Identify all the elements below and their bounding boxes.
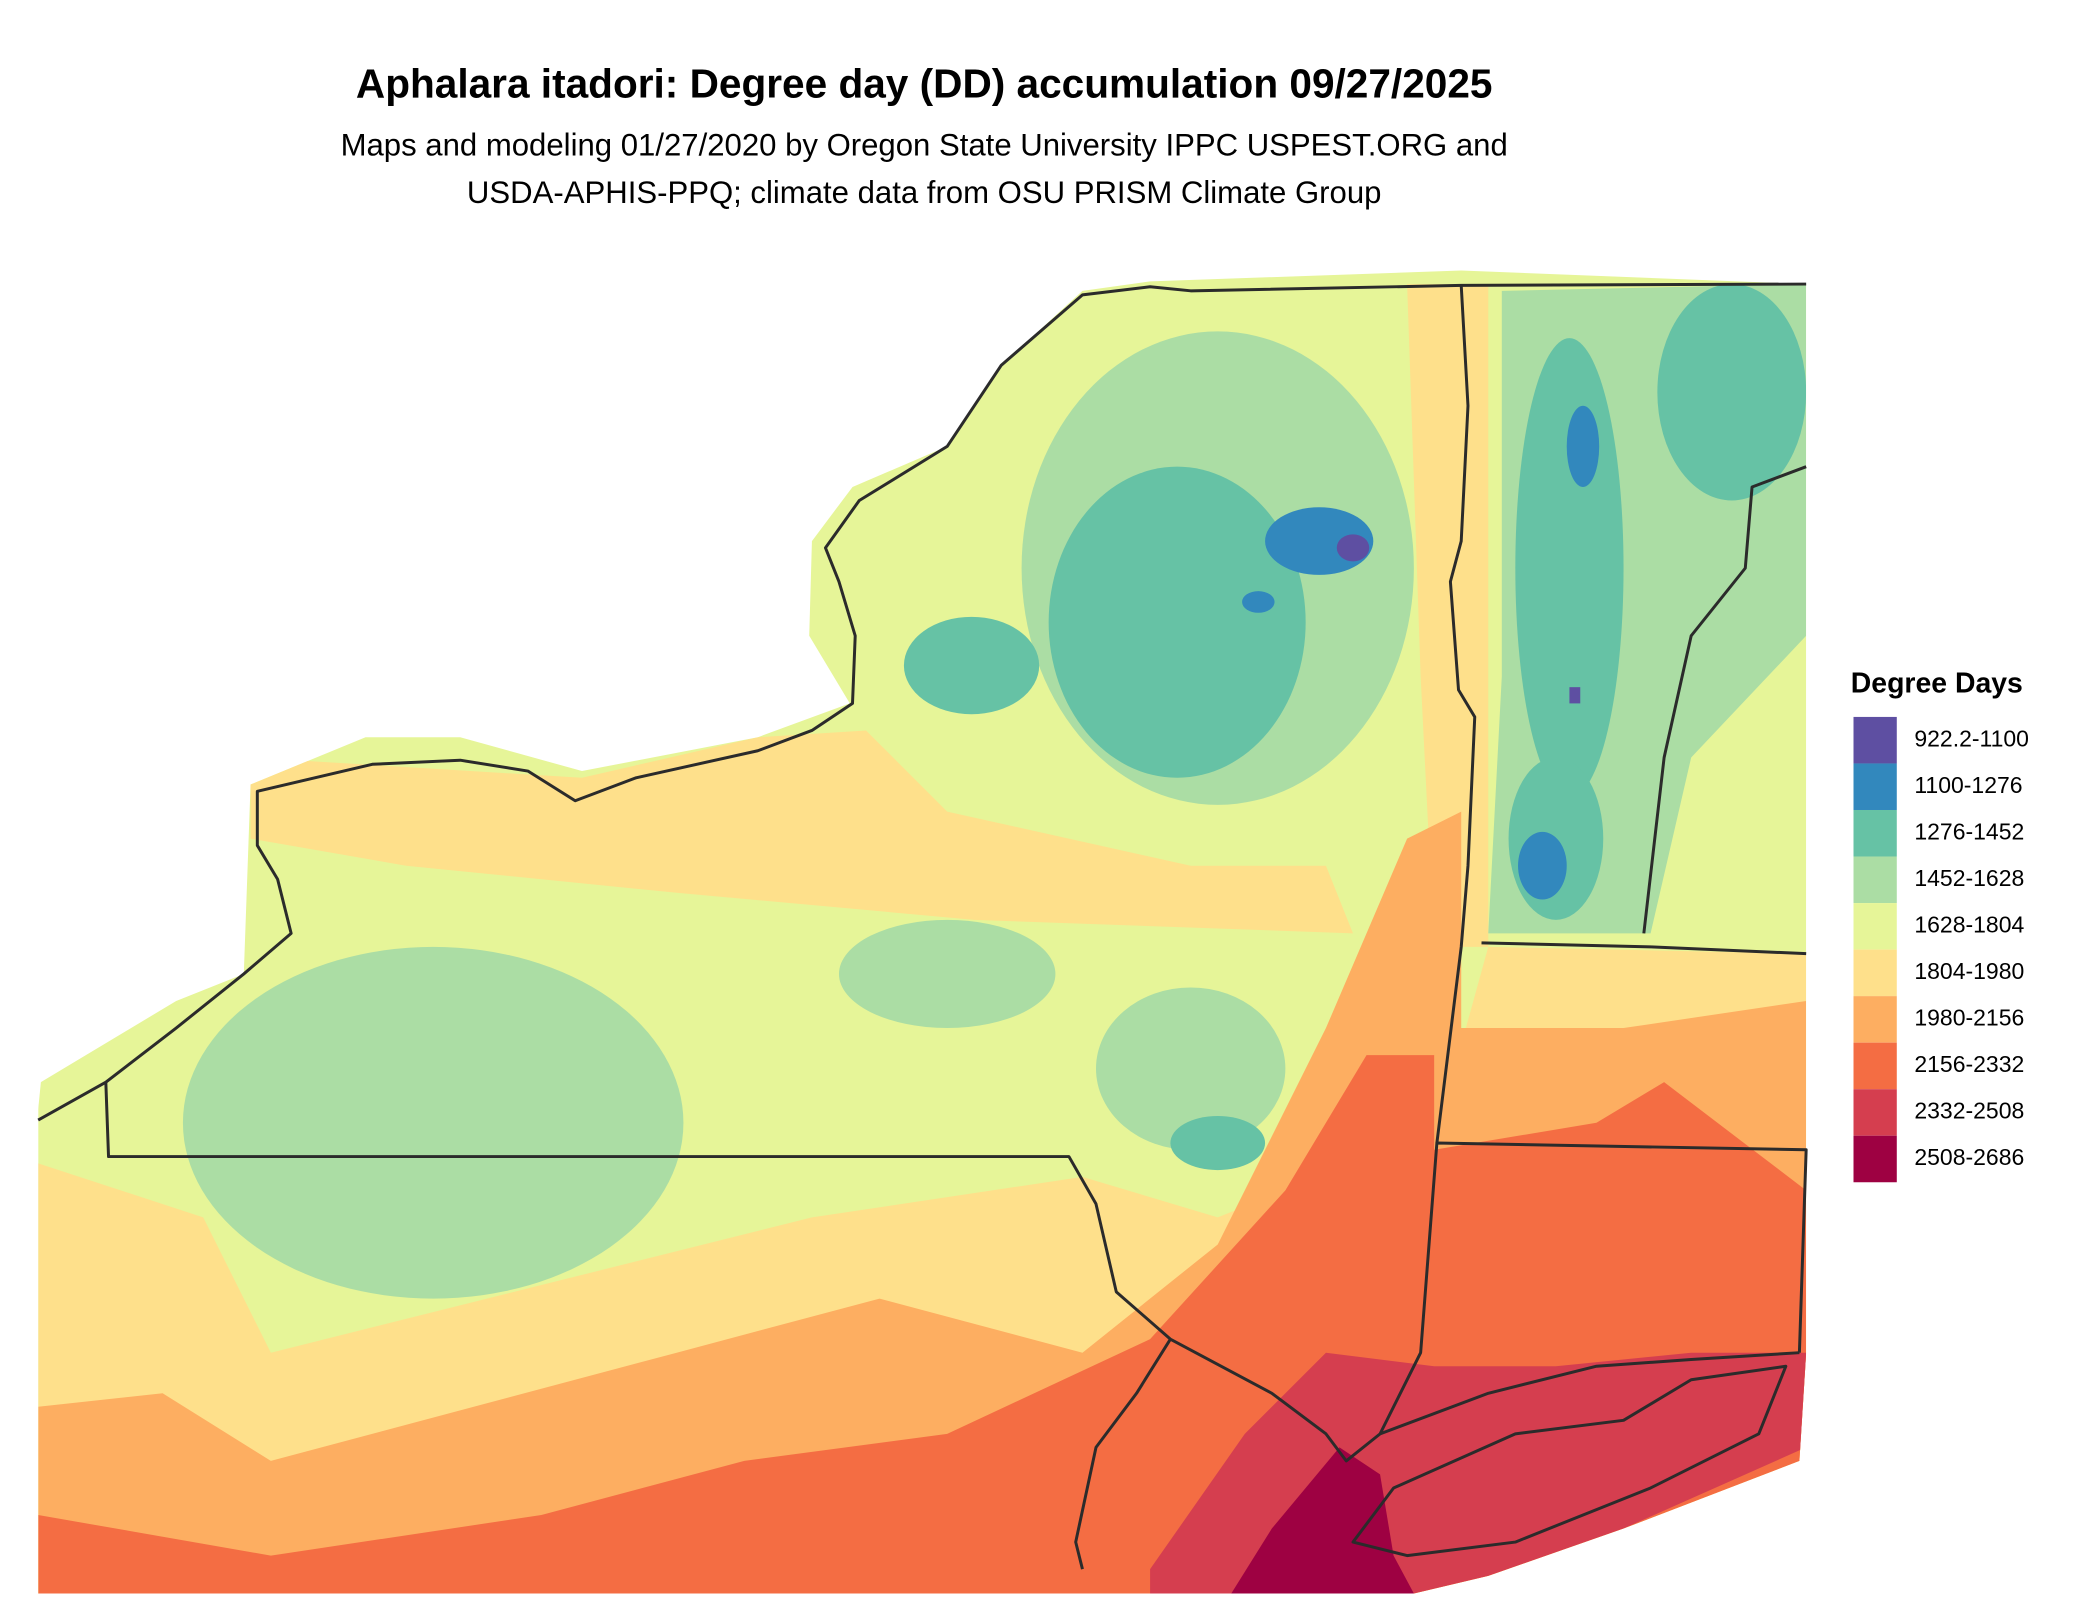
zone (1518, 831, 1567, 900)
legend-swatch (1853, 716, 1897, 764)
state-border (37, 282, 1807, 1122)
zone (903, 616, 1040, 715)
zone (182, 946, 684, 1299)
zone (1231, 1447, 1414, 1594)
legend-label: 2156-2332 (1914, 1051, 2024, 1077)
legend-swatch (1853, 809, 1897, 857)
zone (838, 919, 1056, 1029)
legend-label: 1276-1452 (1914, 818, 2024, 844)
legend-label: 1100-1276 (1914, 772, 2022, 798)
degree-day-raster (37, 270, 1808, 1594)
zone (1657, 284, 1807, 501)
legend-swatch (1853, 1135, 1897, 1183)
state-border (1481, 465, 1807, 956)
legend: Degree Days 922.2-1100 1100-1276 1276-1452… (1851, 668, 2029, 1183)
zone (1095, 987, 1286, 1150)
legend-swatch (1853, 763, 1897, 810)
zone (1407, 284, 1489, 947)
legend-title: Degree Days (1851, 668, 2023, 700)
legend-label: 1452-1628 (1914, 865, 2024, 891)
legend-swatch (1853, 1042, 1897, 1090)
legend-swatch (1853, 903, 1897, 950)
legend-swatch (1853, 1089, 1897, 1136)
legend-swatch (1853, 996, 1897, 1043)
zone (1336, 534, 1370, 562)
long-island-outline (1351, 1364, 1788, 1558)
map-subtitle: Maps and modeling 01/27/2020 by Oregon S… (341, 128, 1508, 163)
legend-swatch (1853, 949, 1897, 997)
state-border (104, 1082, 1808, 1463)
legend-label: 1804-1980 (1914, 958, 2024, 984)
map-subtitle: USDA-APHIS-PPQ; climate data from OSU PR… (467, 175, 1382, 210)
legend-label: 2332-2508 (1914, 1098, 2024, 1124)
zone (1515, 338, 1624, 799)
zone (1566, 405, 1600, 487)
zone (1242, 591, 1275, 613)
legend-label: 1980-2156 (1914, 1004, 2024, 1030)
legend-label: 922.2-1100 (1914, 725, 2029, 751)
map-title: Aphalara itadori: Degree day (DD) accumu… (356, 60, 1493, 106)
legend-swatch (1853, 856, 1897, 904)
zone (1569, 687, 1581, 704)
zone (1170, 1115, 1266, 1171)
legend-label: 2508-2686 (1914, 1144, 2024, 1170)
state-border (1435, 285, 1477, 1144)
zone (1048, 466, 1306, 778)
legend-label: 1628-1804 (1914, 911, 2024, 937)
zone (250, 730, 1354, 934)
state-border (1074, 1338, 1800, 1570)
